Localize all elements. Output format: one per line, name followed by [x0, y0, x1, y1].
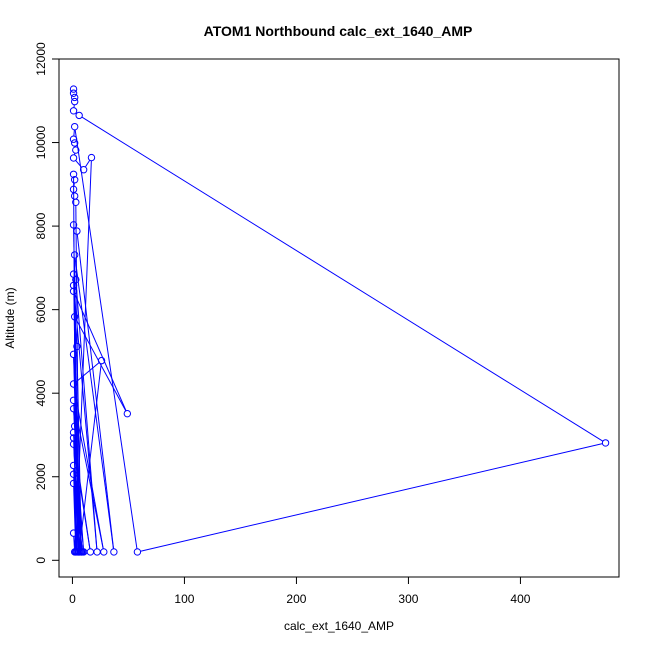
data-point [70, 122, 79, 131]
data-point [100, 548, 108, 556]
series-line-segment [74, 293, 127, 411]
series-line-segment [75, 362, 100, 383]
x-tick-label: 0 [69, 592, 76, 606]
data-point [70, 97, 79, 106]
data-point [79, 166, 88, 174]
series-line-segment [73, 411, 75, 424]
series-line-segment [73, 288, 98, 549]
data-point [70, 313, 79, 321]
series-line-segment [84, 160, 91, 168]
data-point [69, 396, 78, 404]
data-point [69, 470, 78, 478]
data-point [75, 111, 83, 120]
data-point [87, 153, 96, 162]
data-point [69, 135, 78, 143]
data-point [72, 198, 80, 206]
data-point [70, 192, 79, 200]
series-line-segment [74, 129, 138, 549]
series-line-segment [73, 129, 75, 137]
data-point [69, 107, 78, 115]
series-line-segment [81, 116, 604, 442]
data-series [69, 85, 610, 556]
x-axis: 0 100 200 300 400 [69, 576, 531, 606]
y-tick-label: 0 [34, 557, 48, 564]
data-point [70, 176, 79, 184]
series-line-segment [73, 403, 104, 549]
y-tick-label: 4000 [34, 380, 48, 407]
series-line-segment [75, 160, 82, 168]
data-point [69, 85, 78, 93]
data-point [73, 342, 81, 351]
series-line-segment [73, 486, 83, 549]
series-line-segment [79, 363, 102, 549]
series-line-segment [76, 234, 115, 549]
y-tick-label: 10000 [34, 126, 48, 160]
data-point [72, 146, 80, 154]
data-point [69, 287, 78, 295]
data-point [73, 227, 81, 235]
data-point [97, 356, 106, 365]
x-tick-label: 100 [174, 592, 194, 606]
data-point [69, 529, 78, 537]
x-axis-label: calc_ext_1640_AMP [284, 619, 394, 633]
data-point [69, 461, 78, 470]
y-tick-label: 2000 [34, 463, 48, 490]
data-point [86, 548, 95, 556]
data-point [110, 548, 118, 556]
data-point [601, 439, 610, 447]
data-point [69, 281, 78, 290]
data-point [69, 221, 78, 229]
data-point [69, 440, 78, 448]
y-axis-label: Altitude (m) [3, 287, 17, 348]
y-tick-label: 8000 [34, 212, 48, 239]
x-tick-label: 400 [510, 592, 530, 606]
series-line-segment [74, 258, 114, 549]
data-point [69, 89, 78, 97]
series-line-segment [73, 486, 77, 549]
data-point [69, 404, 78, 413]
data-point [70, 251, 79, 259]
series-line-segment [140, 443, 603, 552]
data-point [70, 139, 79, 147]
data-point [93, 548, 101, 556]
data-point [69, 154, 78, 162]
data-point [69, 170, 78, 178]
series-line-segment [73, 387, 104, 549]
data-point [69, 350, 78, 359]
series-line-segment [74, 319, 78, 344]
series-line-segment [73, 536, 75, 549]
plot-frame [58, 58, 620, 578]
data-point [123, 409, 132, 418]
x-tick-label: 200 [286, 592, 306, 606]
y-axis: 0 2000 4000 6000 8000 10000 12000 [34, 42, 60, 564]
data-point [133, 548, 142, 556]
chart-title: ATOM1 Northbound calc_ext_1640_AMP [204, 23, 473, 39]
y-tick-label: 6000 [34, 296, 48, 323]
y-tick-label: 12000 [34, 42, 48, 76]
data-point [70, 548, 79, 556]
data-point [69, 479, 78, 488]
data-point [69, 428, 78, 437]
data-point [70, 93, 79, 102]
x-tick-label: 300 [398, 592, 418, 606]
data-point [69, 380, 78, 388]
data-point [76, 548, 84, 556]
